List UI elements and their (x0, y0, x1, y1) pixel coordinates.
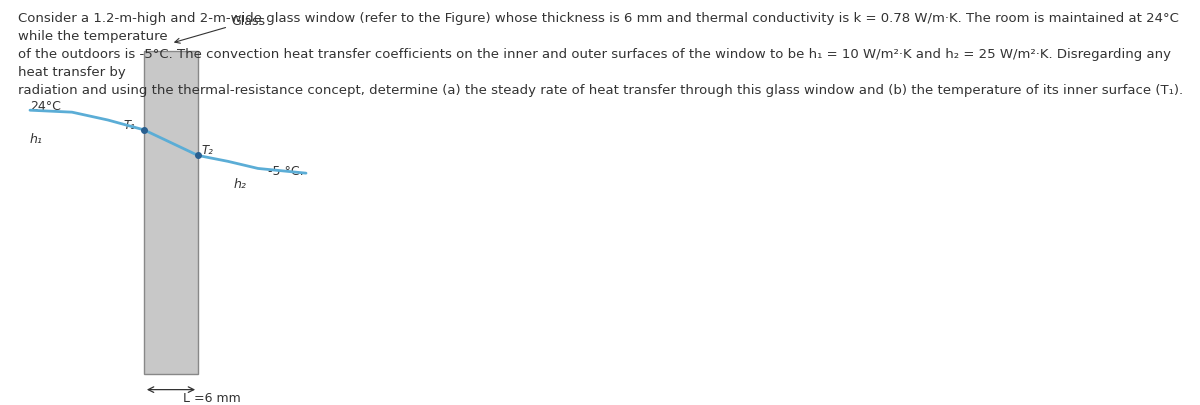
Text: 24°C: 24°C (30, 100, 61, 113)
Text: -5 °C.: -5 °C. (268, 165, 304, 178)
Text: h₁: h₁ (30, 133, 43, 146)
Bar (144, 51, 198, 374)
Text: h₂: h₂ (234, 179, 247, 192)
Text: Glass: Glass (175, 15, 265, 43)
Text: T₁: T₁ (124, 119, 136, 132)
Text: L =6 mm: L =6 mm (182, 392, 241, 405)
Text: T₂: T₂ (202, 144, 214, 157)
Text: Consider a 1.2-m-high and 2-m-wide glass window (refer to the Figure) whose thic: Consider a 1.2-m-high and 2-m-wide glass… (18, 12, 1183, 97)
